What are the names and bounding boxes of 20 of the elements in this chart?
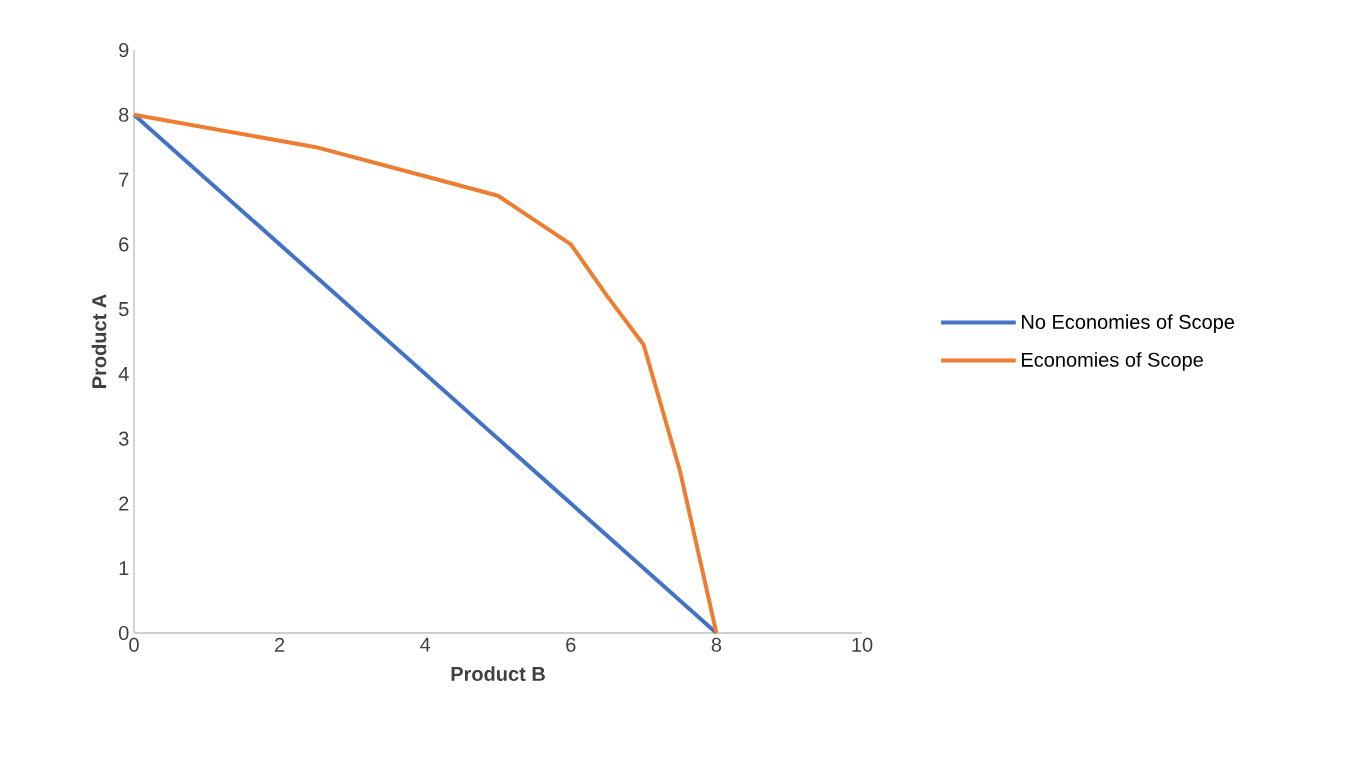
y-tick-label: 7 bbox=[119, 172, 129, 187]
x-tick-label: 0 bbox=[129, 637, 139, 652]
x-axis-title: Product B bbox=[451, 666, 545, 682]
y-tick-label: 1 bbox=[119, 561, 129, 576]
legend-label: No Economies of Scope bbox=[1022, 314, 1235, 333]
legend-label: Economies of Scope bbox=[1022, 352, 1203, 371]
x-tick-label: 6 bbox=[566, 637, 576, 652]
y-tick-label: 0 bbox=[118, 625, 129, 641]
y-tick-label: 6 bbox=[119, 237, 129, 252]
y-tick-label: 8 bbox=[119, 107, 129, 122]
y-axis-title: Product A bbox=[91, 294, 107, 388]
x-tick-label: 8 bbox=[711, 637, 722, 652]
y-tick-label: 2 bbox=[119, 496, 129, 511]
x-tick-label: 10 bbox=[852, 637, 873, 652]
y-tick-label: 9 bbox=[119, 42, 129, 58]
y-tick-label: 3 bbox=[118, 431, 129, 446]
x-tick-label: 4 bbox=[420, 637, 431, 652]
x-tick-label: 2 bbox=[275, 637, 285, 652]
y-tick-label: 5 bbox=[118, 302, 129, 317]
y-tick-label: 4 bbox=[118, 367, 129, 381]
